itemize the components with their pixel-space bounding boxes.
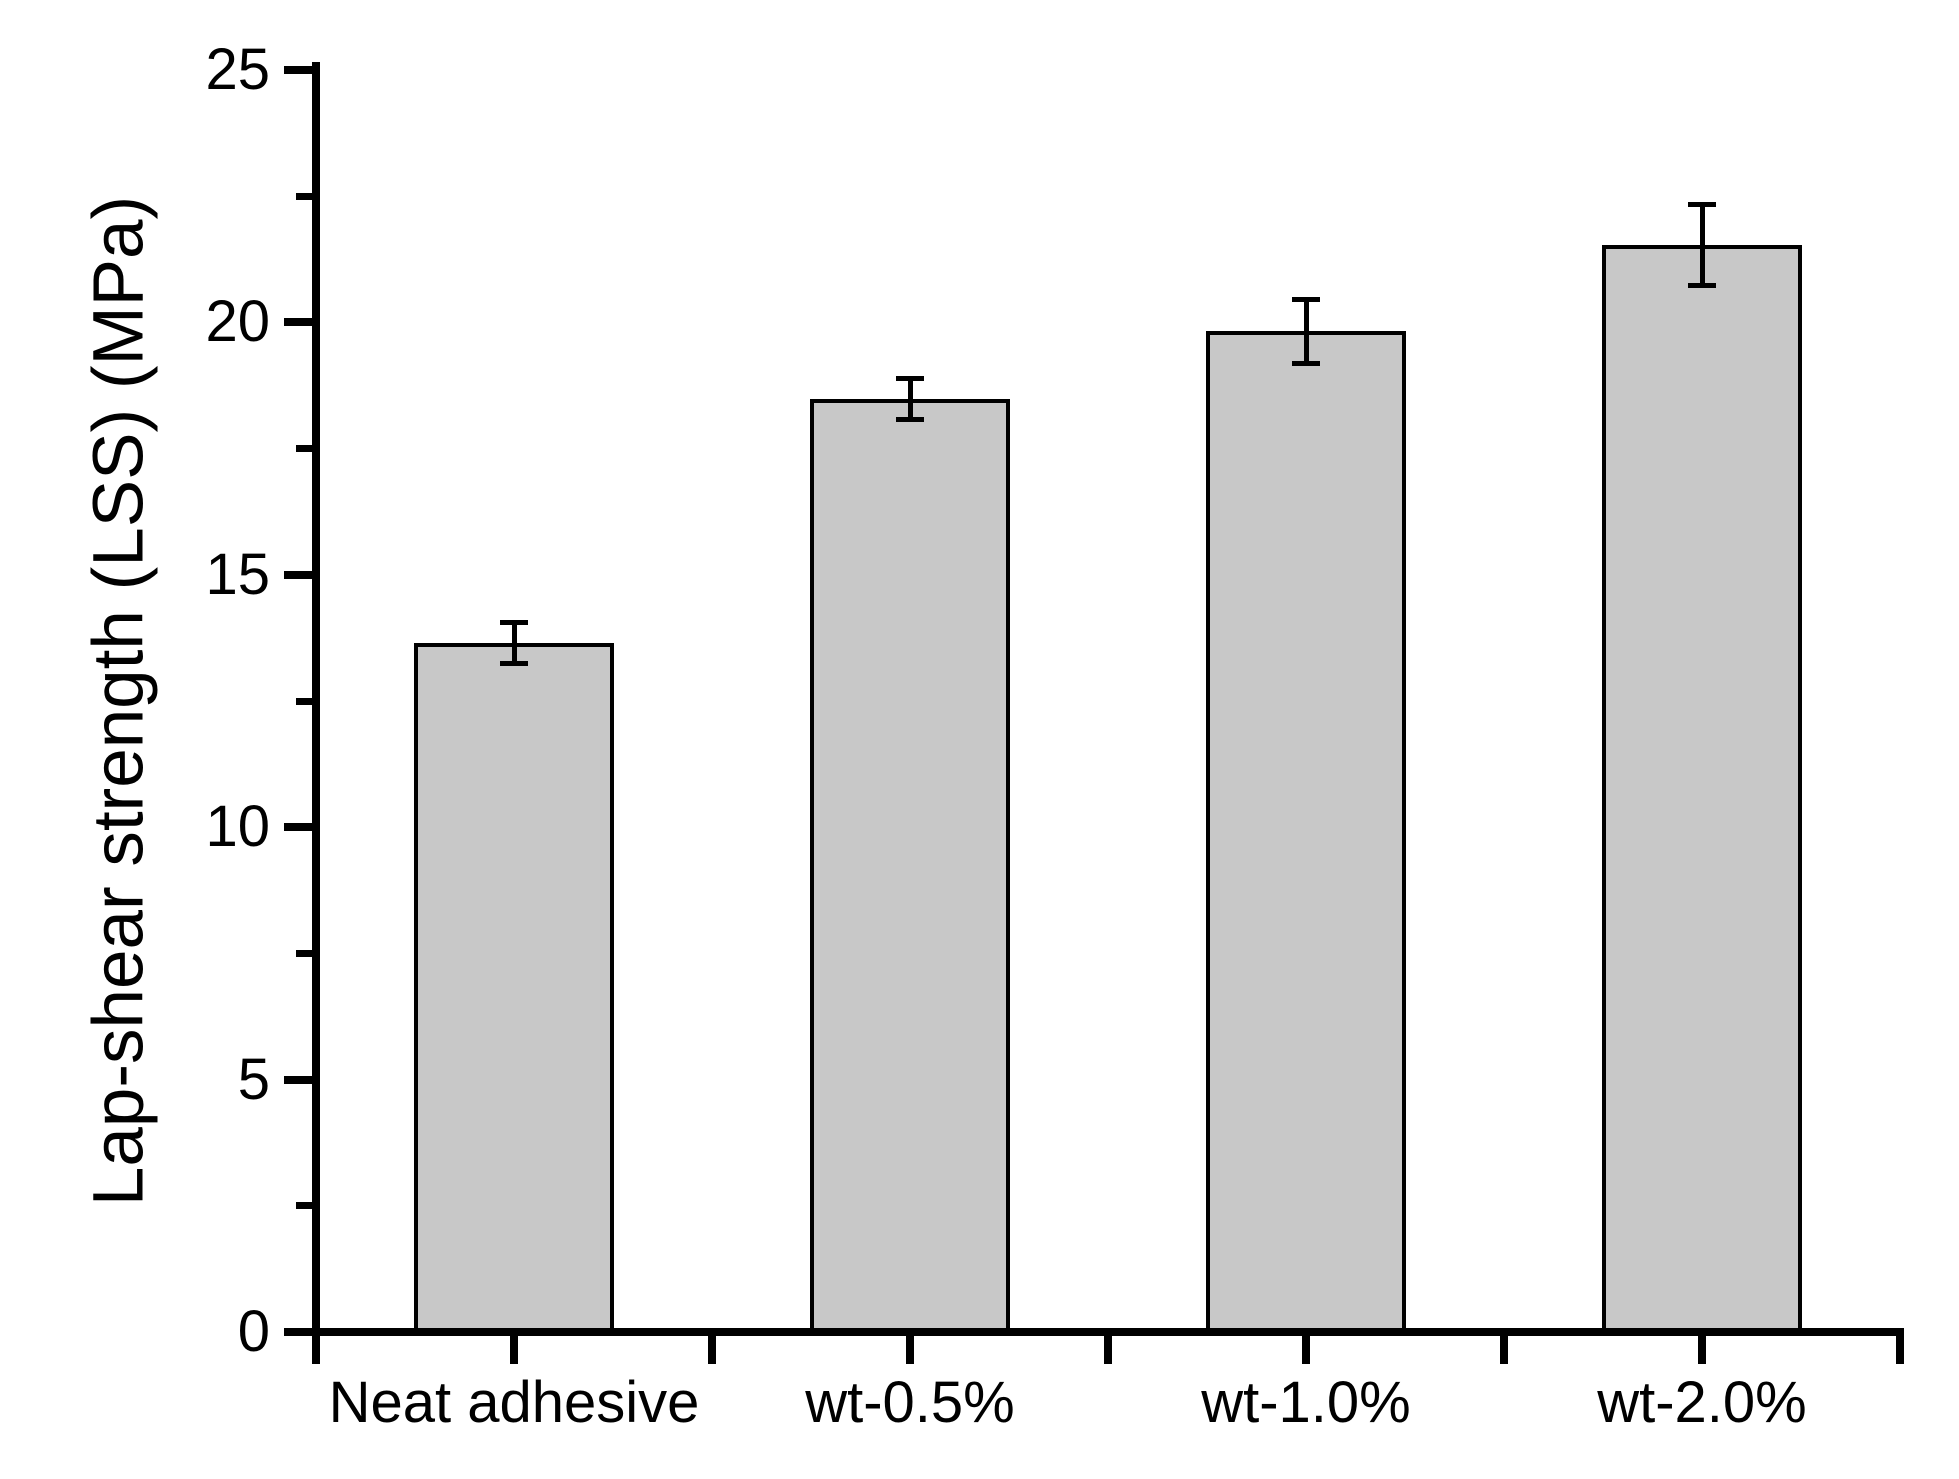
x-category-label: Neat adhesive — [328, 1370, 700, 1435]
x-tick — [1896, 1336, 1904, 1364]
y-axis-line — [312, 62, 320, 1336]
y-major-tick — [284, 318, 312, 327]
x-category-label: wt-0.5% — [805, 1370, 1015, 1435]
y-tick-label: 15 — [205, 541, 270, 607]
bar-4 — [1602, 245, 1802, 1332]
error-bar-line — [1699, 204, 1705, 286]
x-tick — [1302, 1336, 1310, 1364]
error-bar-cap-top — [500, 620, 528, 626]
x-tick — [708, 1336, 716, 1364]
y-major-tick — [284, 570, 312, 579]
y-major-tick — [284, 823, 312, 832]
y-major-tick — [284, 66, 312, 74]
error-bar-line — [511, 622, 517, 664]
x-tick — [312, 1336, 320, 1364]
error-bar-line — [907, 378, 913, 420]
error-bar-cap-top — [896, 376, 924, 382]
x-tick — [1104, 1336, 1112, 1364]
error-bar-cap-bottom — [896, 416, 924, 422]
error-bar-cap-top — [1292, 297, 1320, 303]
x-axis-line — [312, 1328, 1904, 1336]
x-tick — [1500, 1336, 1508, 1364]
x-category-label: wt-1.0% — [1201, 1370, 1411, 1435]
x-tick — [510, 1336, 518, 1364]
bar-2 — [810, 399, 1010, 1332]
y-major-tick — [284, 1328, 312, 1336]
error-bar-cap-top — [1688, 202, 1716, 208]
y-tick-label: 25 — [205, 37, 270, 102]
error-bar-line — [1303, 299, 1309, 364]
y-tick-label: 10 — [205, 794, 270, 860]
y-minor-tick — [296, 445, 312, 453]
y-tick-label: 0 — [237, 1299, 270, 1364]
x-tick — [906, 1336, 914, 1364]
y-minor-tick — [296, 949, 312, 957]
y-major-tick — [284, 1075, 312, 1084]
y-minor-tick — [296, 1202, 312, 1210]
x-category-label: wt-2.0% — [1597, 1370, 1807, 1435]
y-minor-tick — [296, 192, 312, 200]
x-tick — [1698, 1336, 1706, 1364]
error-bar-cap-bottom — [1292, 360, 1320, 366]
y-minor-tick — [296, 697, 312, 705]
y-tick-label: 5 — [237, 1046, 270, 1112]
bar-3 — [1206, 331, 1406, 1332]
error-bar-cap-bottom — [500, 660, 528, 666]
bar-1 — [414, 642, 614, 1332]
error-bar-cap-bottom — [1688, 283, 1716, 289]
y-tick-label: 20 — [205, 289, 270, 355]
plot-area: 0 5 10 15 20 25 Neat adhesive wt-0.5% wt-1.0% wt-… — [205, 41, 1904, 1432]
